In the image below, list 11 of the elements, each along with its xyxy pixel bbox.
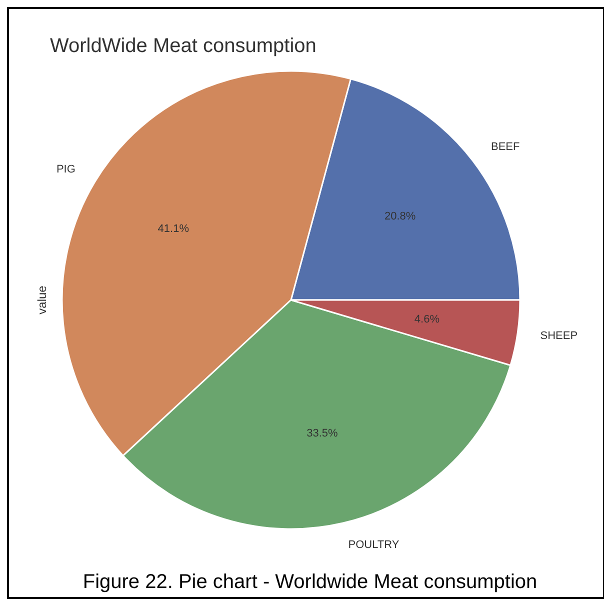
chart-title: WorldWide Meat consumption	[50, 35, 316, 57]
slice-label: BEEF	[491, 140, 520, 153]
data-label: 41.1%	[158, 222, 190, 235]
text: value	[35, 285, 49, 314]
caption: Figure 22. Pie chart - Worldwide Meat consumption	[82, 571, 538, 593]
data-label: 20.8%	[384, 210, 416, 222]
slice-label: PIG	[56, 164, 76, 176]
slice-label: POULTRY	[348, 539, 400, 552]
slice-label: SHEEP	[540, 330, 578, 342]
data-label: 33.5%	[306, 428, 338, 440]
data-label: 4.6%	[414, 314, 440, 326]
